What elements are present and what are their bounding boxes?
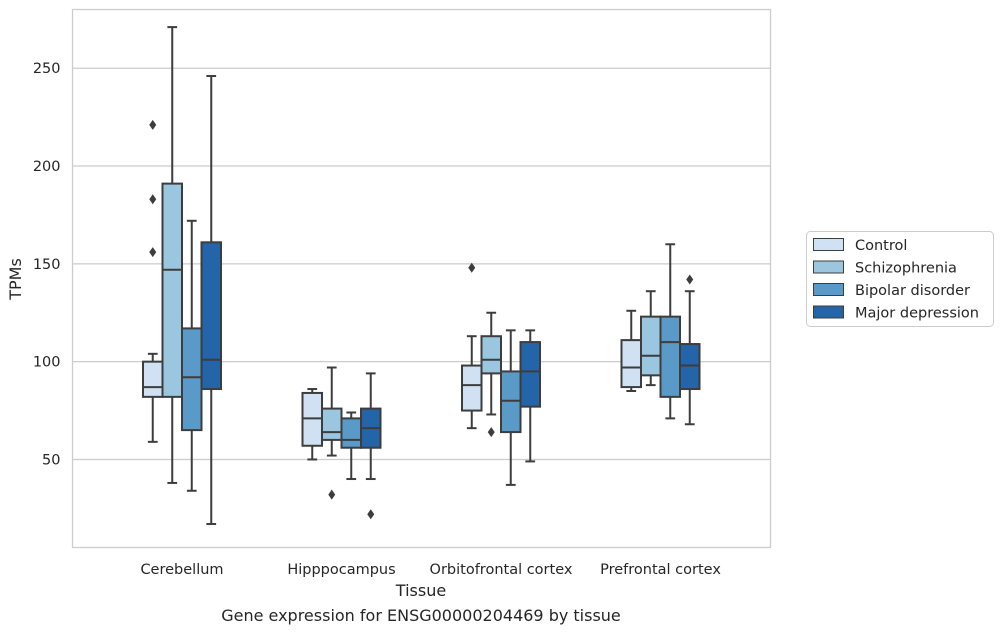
- y-axis-label: TPMs: [6, 258, 25, 301]
- legend-label: Major depression: [855, 306, 979, 322]
- y-tick-labels: 50 100 150 200 250: [33, 61, 61, 468]
- y-tick-label-250: 250: [33, 61, 61, 77]
- box-bipolar-disorder-4: [659, 243, 681, 420]
- outlier-point: [328, 489, 336, 500]
- box-major-depression-3: [519, 329, 541, 463]
- iqr-box: [161, 182, 183, 398]
- x-tick-label-3: Orbitofrontal cortex: [430, 562, 573, 578]
- legend-item-bipolar-disorder: Bipolar disorder: [813, 283, 970, 299]
- box-major-depression-2: [360, 372, 382, 520]
- box-layer: [142, 26, 701, 526]
- x-tick-label-1: Cerebellum: [140, 562, 223, 578]
- iqr-box: [640, 315, 662, 377]
- outlier-point: [149, 247, 157, 258]
- outlier-point: [487, 427, 495, 438]
- legend-label: Bipolar disorder: [855, 283, 970, 299]
- legend-swatch: [813, 305, 844, 319]
- legend-swatch: [813, 260, 844, 274]
- box-bipolar-disorder-3: [500, 329, 522, 486]
- iqr-box: [461, 364, 483, 412]
- outlier-point: [149, 119, 157, 130]
- plot-area-frame: [71, 8, 772, 549]
- box-control-4: [620, 309, 642, 392]
- box-control-1: [142, 119, 164, 443]
- iqr-box: [142, 360, 164, 398]
- iqr-box: [480, 335, 502, 375]
- iqr-box: [181, 327, 203, 432]
- legend: Control Schizophrenia Bipolar disorder Majo…: [806, 231, 994, 327]
- box-major-depression-1: [200, 75, 222, 526]
- legend-frame: [806, 231, 994, 327]
- outlier-point: [468, 262, 476, 273]
- box-bipolar-disorder-1: [181, 219, 203, 492]
- iqr-box: [340, 417, 362, 449]
- x-tick-label-4: Prefrontal cortex: [600, 562, 721, 578]
- outlier-point: [686, 274, 694, 285]
- legend-label: Schizophrenia: [855, 261, 957, 277]
- y-tick-label-50: 50: [42, 452, 60, 468]
- legend-label: Control: [855, 238, 907, 254]
- box-schizophrenia-2: [321, 366, 343, 500]
- iqr-box: [620, 339, 642, 389]
- box-schizophrenia-3: [480, 311, 502, 438]
- y-tick-label-100: 100: [33, 355, 61, 371]
- box-schizophrenia-4: [640, 290, 662, 387]
- iqr-box: [659, 315, 681, 398]
- legend-item-major-depression: Major depression: [813, 305, 979, 322]
- iqr-box: [321, 407, 343, 441]
- box-control-2: [301, 388, 323, 461]
- iqr-box: [200, 241, 222, 391]
- iqr-box: [519, 341, 541, 408]
- legend-item-schizophrenia: Schizophrenia: [813, 260, 957, 277]
- box-major-depression-4: [679, 274, 701, 426]
- y-tick-label-150: 150: [33, 257, 61, 273]
- outlier-point: [149, 194, 157, 205]
- outlier-point: [367, 509, 375, 520]
- legend-item-control: Control: [813, 238, 907, 254]
- y-tick-label-200: 200: [33, 159, 61, 175]
- box-control-3: [461, 262, 483, 430]
- box-schizophrenia-1: [161, 26, 183, 484]
- x-tick-label-2: Hipppocampus: [287, 562, 395, 578]
- x-axis-label: Tissue: [395, 581, 446, 600]
- figure-caption: Gene expression for ENSG00000204469 by t…: [221, 606, 621, 625]
- legend-swatch: [813, 283, 844, 296]
- legend-swatch: [813, 238, 844, 251]
- x-tick-labels: Cerebellum Hipppocampus Orbitofrontal cort…: [140, 562, 721, 578]
- box-bipolar-disorder-2: [340, 411, 362, 481]
